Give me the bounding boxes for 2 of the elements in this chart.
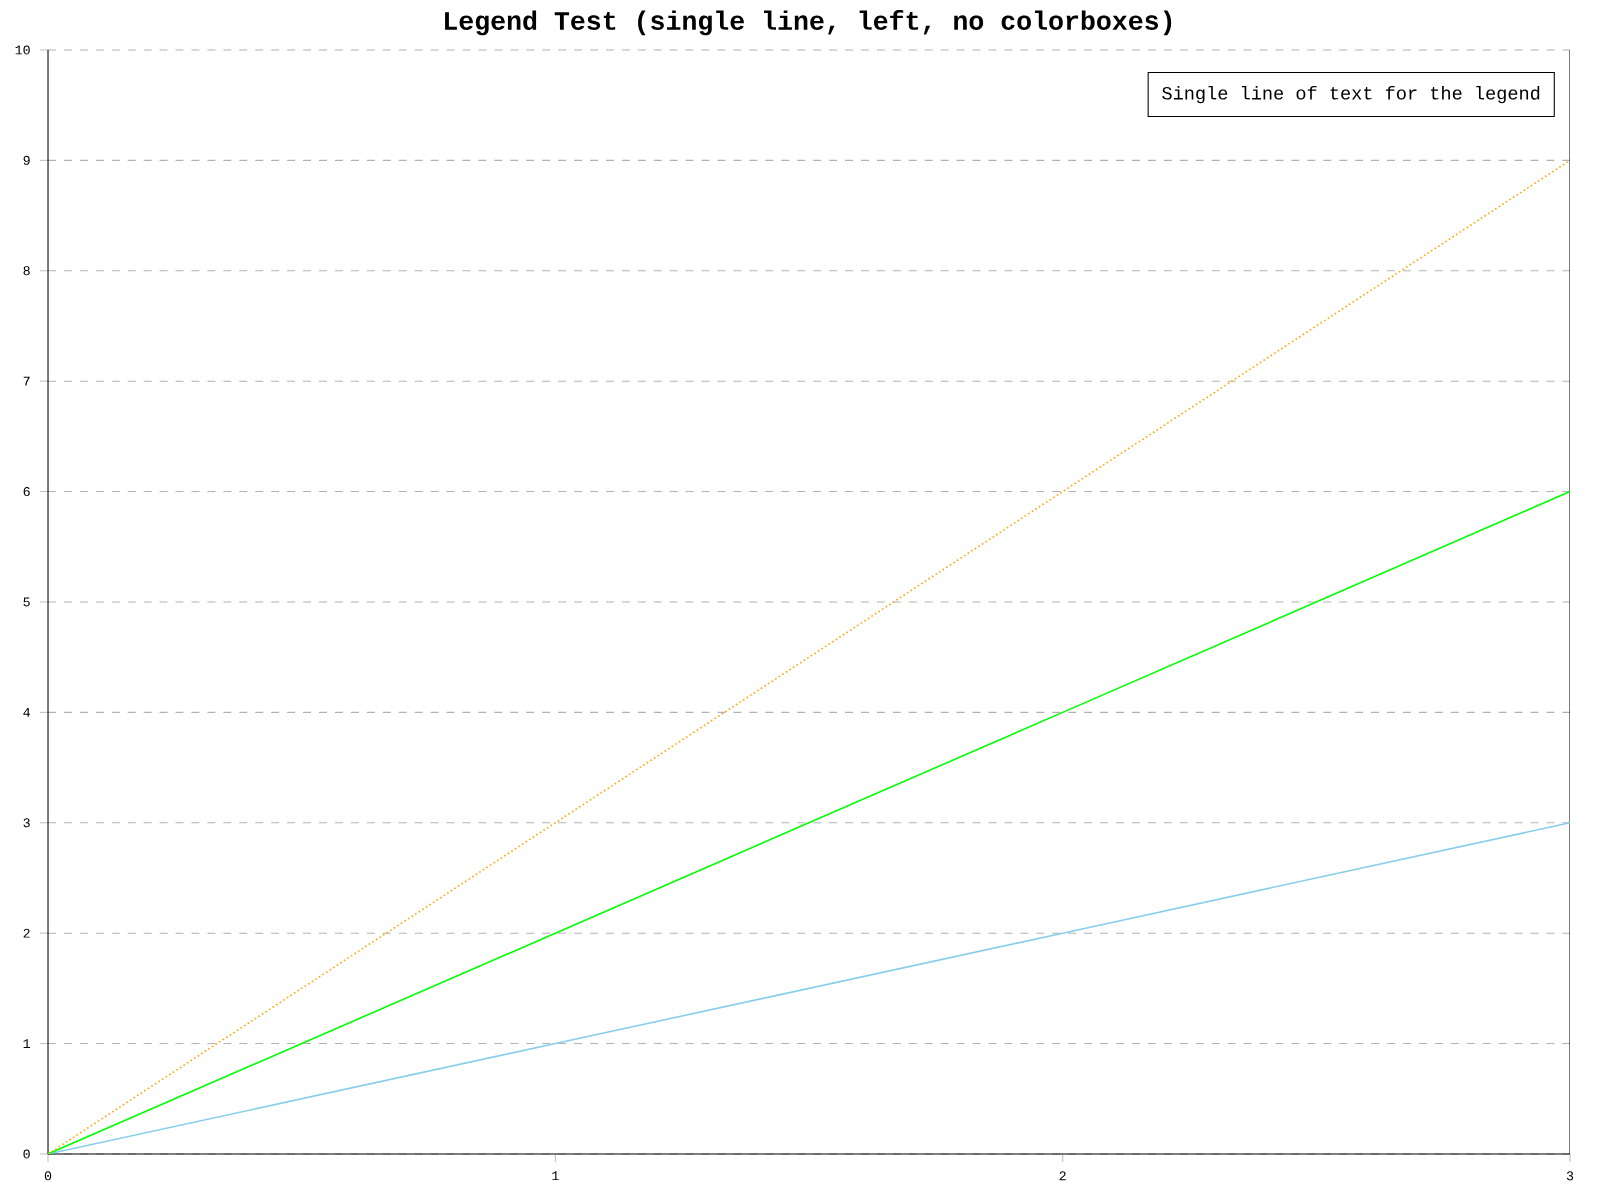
annotation: Single line of text for the legend: [1162, 85, 1540, 104]
chart-title: Legend Test (single line, left, no colorboxes): [445, 10, 1172, 36]
